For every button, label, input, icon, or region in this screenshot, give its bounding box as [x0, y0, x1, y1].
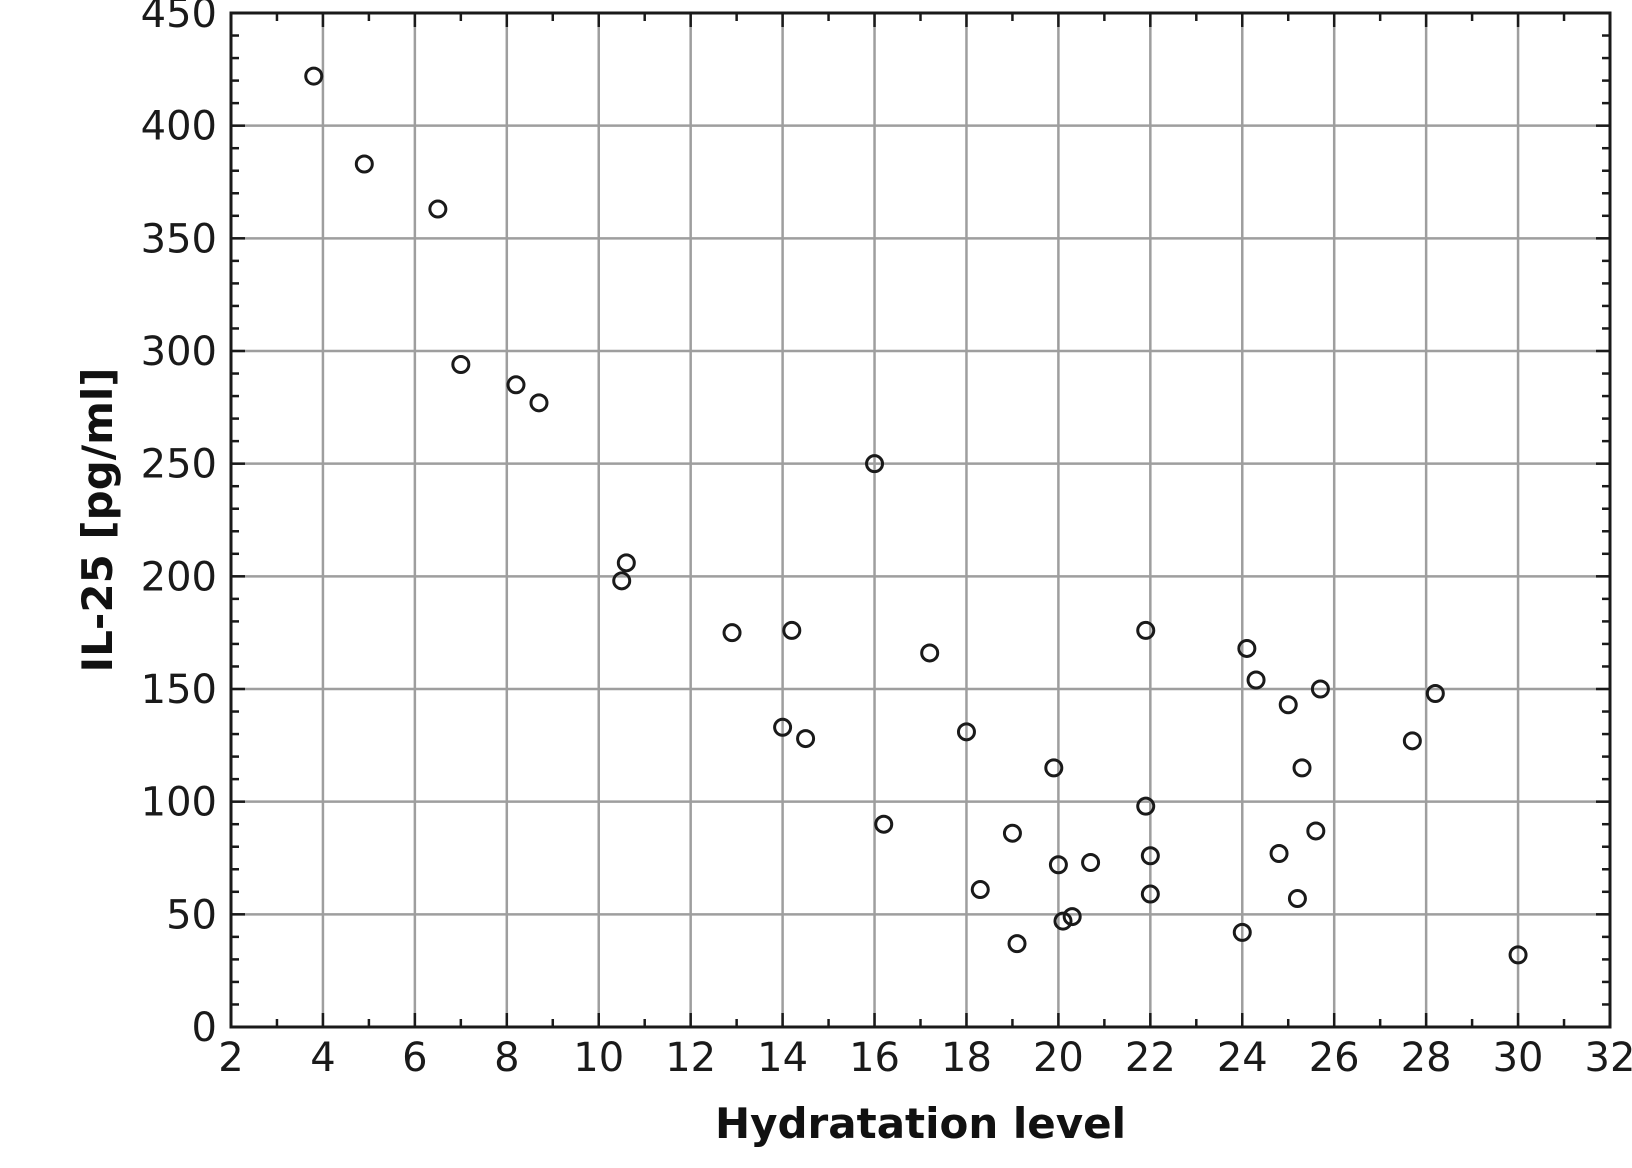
x-tick-label: 24	[1217, 1035, 1268, 1081]
data-point	[1002, 823, 1022, 843]
plot-frame	[229, 11, 1612, 1029]
data-point	[1136, 620, 1156, 640]
data-point	[1310, 679, 1330, 699]
data-point	[865, 454, 885, 474]
data-point	[782, 620, 802, 640]
data-point	[920, 643, 940, 663]
data-point	[428, 199, 448, 219]
data-point	[1140, 884, 1160, 904]
x-tick-label: 6	[402, 1035, 427, 1081]
x-tick-label: 14	[757, 1035, 808, 1081]
data-point	[1136, 796, 1156, 816]
y-tick-label: 300	[141, 329, 217, 375]
x-tick-label: 2	[218, 1035, 243, 1081]
data-point	[874, 814, 894, 834]
y-tick-label: 200	[141, 554, 217, 600]
data-point	[1053, 911, 1073, 931]
x-tick-labels: 2 4 6 8 10 12 14 16 18 20 22 24 26 28 30 32	[218, 1035, 1632, 1081]
data-point	[1278, 695, 1298, 715]
data-point	[506, 375, 526, 395]
y-tick-label: 0	[192, 1005, 217, 1051]
x-tick-label: 30	[1493, 1035, 1544, 1081]
data-point	[529, 393, 549, 413]
x-tick-label: 26	[1309, 1035, 1360, 1081]
x-tick-label: 10	[573, 1035, 624, 1081]
data-point	[1287, 889, 1307, 909]
data-points	[304, 66, 1528, 965]
y-tick-labels: 0 50 100 150 200 250 300 350 400 450	[141, 0, 217, 1051]
data-point	[304, 66, 324, 86]
data-point	[616, 553, 636, 573]
y-tick-label: 150	[141, 667, 217, 713]
x-tick-label: 16	[849, 1035, 900, 1081]
data-point	[773, 717, 793, 737]
data-point	[1007, 934, 1027, 954]
y-tick-label: 400	[141, 104, 217, 150]
y-axis-title: IL-25 [pg/ml]	[73, 368, 122, 673]
data-point	[956, 722, 976, 742]
y-tick-label: 250	[141, 442, 217, 488]
x-tick-label: 4	[310, 1035, 335, 1081]
data-point	[451, 355, 471, 375]
data-point	[796, 729, 816, 749]
axis-ticks	[229, 11, 1612, 1029]
data-point	[354, 154, 374, 174]
data-point	[1232, 922, 1252, 942]
data-point	[1306, 821, 1326, 841]
data-point	[1237, 638, 1257, 658]
data-point	[1425, 684, 1445, 704]
x-tick-label: 18	[941, 1035, 992, 1081]
x-tick-label: 12	[665, 1035, 716, 1081]
data-point	[1048, 855, 1068, 875]
data-point	[970, 880, 990, 900]
data-point	[1402, 731, 1422, 751]
data-point	[1062, 907, 1082, 927]
x-tick-label: 8	[494, 1035, 519, 1081]
data-point	[612, 571, 632, 591]
data-point	[722, 623, 742, 643]
y-tick-label: 350	[141, 216, 217, 262]
y-tick-label: 100	[141, 780, 217, 826]
data-point	[1246, 670, 1266, 690]
x-tick-label: 32	[1585, 1035, 1632, 1081]
y-tick-label: 50	[166, 892, 217, 938]
grid	[231, 13, 1610, 1027]
y-tick-label: 450	[141, 0, 217, 37]
data-point	[1044, 758, 1064, 778]
data-point	[1508, 945, 1528, 965]
x-tick-label: 20	[1033, 1035, 1084, 1081]
x-tick-label: 22	[1125, 1035, 1176, 1081]
data-point	[1140, 846, 1160, 866]
data-point	[1081, 853, 1101, 873]
data-point	[1269, 843, 1289, 863]
x-axis-title: Hydratation level	[715, 1099, 1126, 1148]
x-tick-label: 28	[1401, 1035, 1452, 1081]
data-point	[1292, 758, 1312, 778]
